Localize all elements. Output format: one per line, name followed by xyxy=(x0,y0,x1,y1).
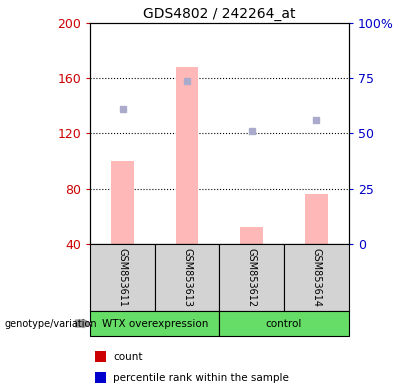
Bar xyxy=(220,311,349,336)
Bar xyxy=(284,244,349,311)
Bar xyxy=(176,67,199,244)
Bar xyxy=(305,194,328,244)
Bar xyxy=(240,227,263,244)
Bar xyxy=(111,161,134,244)
Bar xyxy=(220,244,284,311)
Text: GSM853611: GSM853611 xyxy=(118,248,128,307)
Text: control: control xyxy=(266,318,302,329)
Bar xyxy=(90,244,155,311)
Text: count: count xyxy=(113,352,143,362)
Text: GSM853614: GSM853614 xyxy=(311,248,321,307)
Bar xyxy=(155,244,220,311)
Bar xyxy=(90,311,220,336)
Text: GSM853612: GSM853612 xyxy=(247,248,257,307)
Text: genotype/variation: genotype/variation xyxy=(4,318,97,329)
Text: WTX overexpression: WTX overexpression xyxy=(102,318,208,329)
Title: GDS4802 / 242264_at: GDS4802 / 242264_at xyxy=(143,7,296,21)
Text: percentile rank within the sample: percentile rank within the sample xyxy=(113,373,289,383)
Text: GSM853613: GSM853613 xyxy=(182,248,192,307)
